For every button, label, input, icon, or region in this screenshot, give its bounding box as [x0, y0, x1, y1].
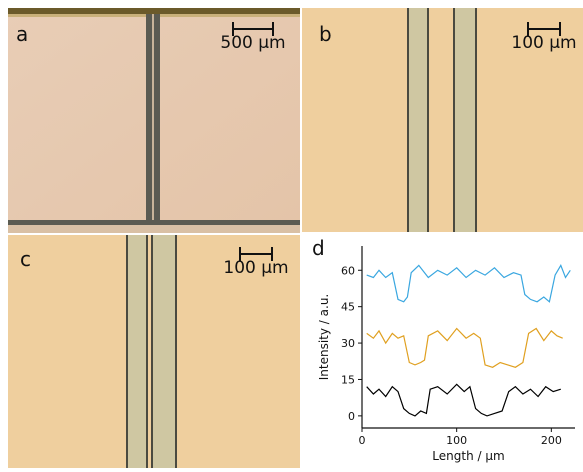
vertical-fiber-2: [154, 14, 160, 228]
scale-bar-b: 100 µm: [504, 22, 583, 53]
top-edge-fiber: [8, 8, 300, 14]
series-line-1: [366, 327, 563, 368]
y-tick-label: 15: [341, 373, 355, 386]
scale-bar-b-label: 100 µm: [511, 33, 577, 53]
x-tick-label: 200: [541, 434, 562, 447]
fiber-b-1: [407, 8, 429, 233]
series-line-0: [366, 264, 571, 303]
panel-a: a 500 µm: [8, 8, 300, 233]
x-axis-label: Length / µm: [432, 449, 504, 463]
panel-b-label: b: [319, 22, 332, 46]
fiber-b-2: [453, 8, 477, 233]
x-tick-label: 0: [359, 434, 366, 447]
micrograph-a: [8, 8, 300, 233]
fiber-c-1: [126, 235, 148, 468]
panel-d-label: d: [312, 236, 325, 260]
y-tick-label: 45: [341, 301, 355, 314]
panel-c-label: c: [20, 247, 31, 271]
bottom-fiber: [8, 220, 300, 225]
micrograph-c: [8, 235, 300, 468]
scale-bar-a-label: 500 µm: [220, 33, 286, 53]
panel-d: d 0 100 200 0 15 30 45 60 Length / µm Intensity…: [300, 232, 583, 468]
panel-c: c 100 µm: [8, 235, 300, 468]
scale-bar-a: 500 µm: [213, 22, 293, 53]
y-tick-label: 30: [341, 337, 355, 350]
panel-b: b 100 µm: [302, 8, 583, 233]
panel-a-label: a: [16, 22, 29, 46]
micrograph-b: [302, 8, 583, 233]
y-axis-label: Intensity / a.u.: [317, 294, 331, 381]
vertical-fiber-1: [146, 14, 152, 228]
x-tick-label: 100: [446, 434, 467, 447]
series-line-2: [366, 383, 561, 417]
scale-bar-c: 100 µm: [216, 247, 296, 278]
y-tick-label: 60: [341, 264, 355, 277]
intensity-chart: 0 100 200 0 15 30 45 60 Length / µm Intensity /…: [317, 246, 575, 463]
fiber-c-2: [151, 235, 177, 468]
scale-bar-c-label: 100 µm: [223, 258, 289, 278]
y-tick-label: 0: [348, 410, 355, 423]
